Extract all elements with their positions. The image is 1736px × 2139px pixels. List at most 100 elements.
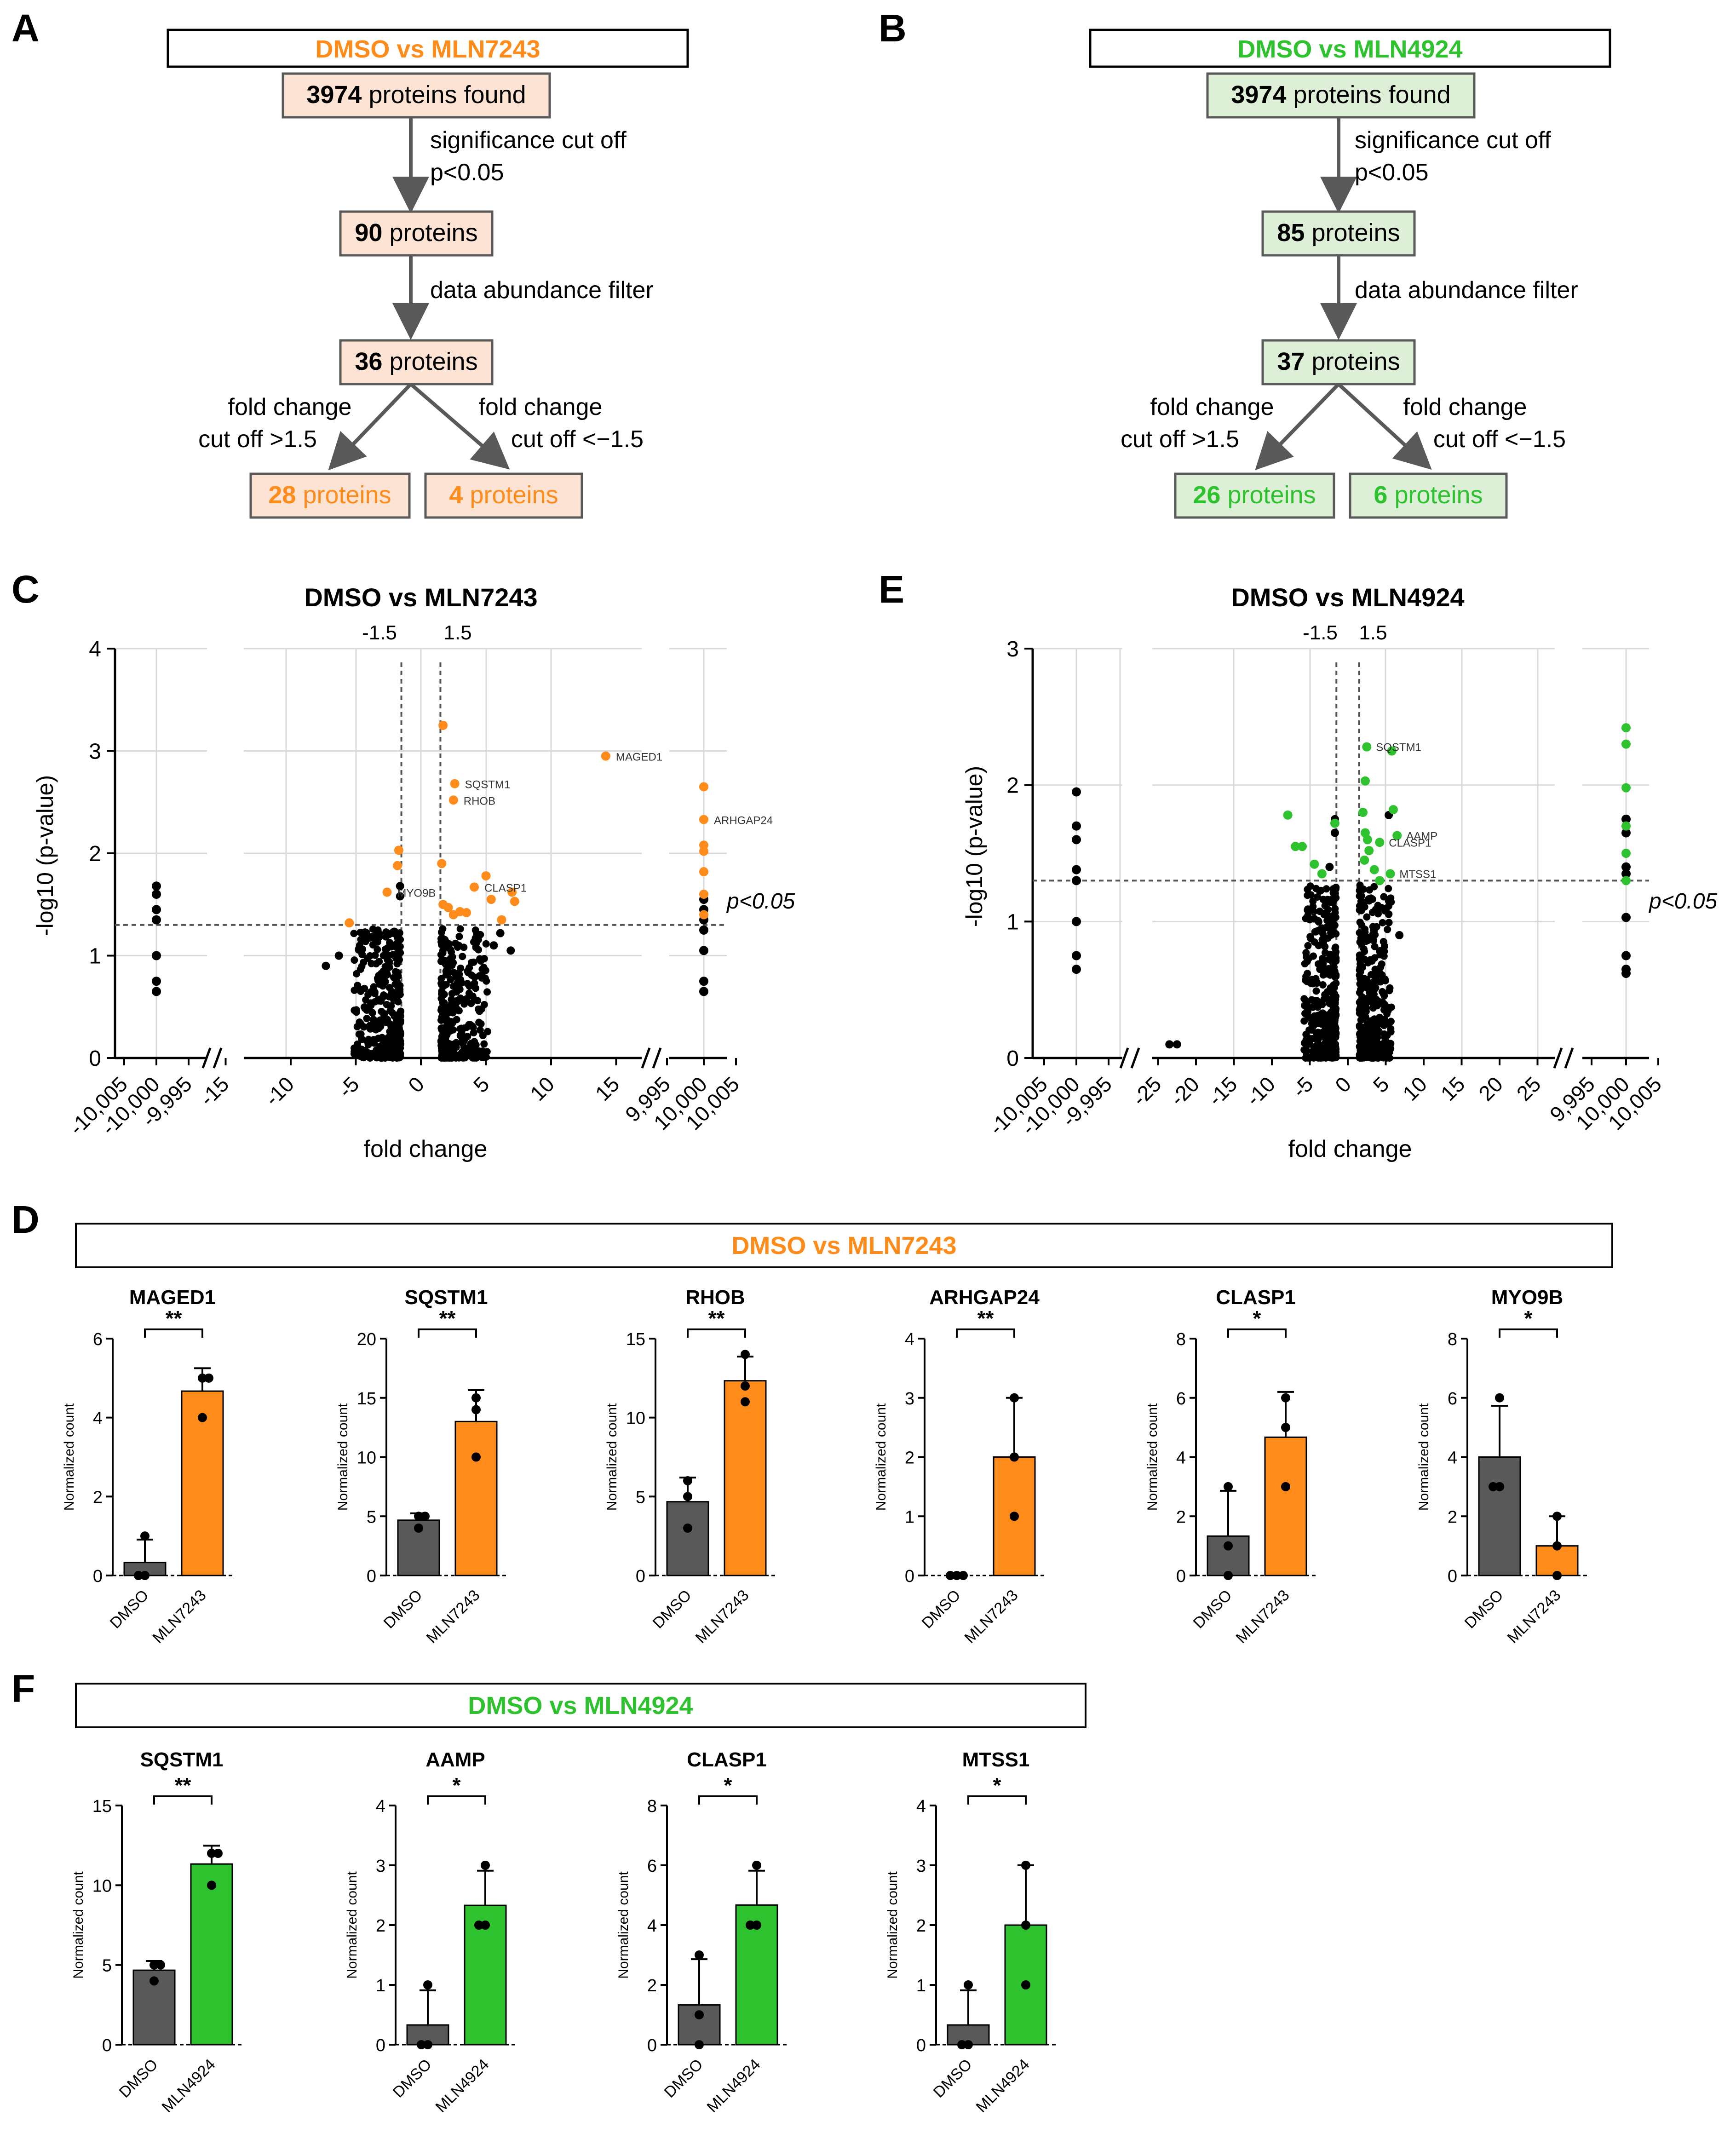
data-point [1363,913,1371,921]
y-tick-label: 0 [367,1567,376,1586]
data-point [1376,978,1384,986]
flow-b-up-num: 26 [1193,481,1220,509]
data-point [1368,933,1375,941]
data-point [1300,995,1308,1003]
gene-title: MTSS1 [962,1748,1030,1771]
flow-a-found-text: 3974 proteins found [306,81,526,109]
data-point [1331,908,1339,916]
significance-stars: * [453,1773,461,1797]
replicate-point [1495,1482,1504,1491]
y-axis-label: Normalized count [1145,1403,1160,1511]
replicate-point [414,1524,423,1533]
category-label: MLN4924 [973,2056,1033,2116]
data-point [1356,999,1363,1006]
data-point [358,1035,366,1043]
data-point [456,925,464,933]
data-point [358,962,366,970]
data-point [1072,821,1081,831]
data-point [1621,821,1631,831]
data-point [439,1044,447,1052]
data-point [358,951,366,959]
data-point [452,1054,460,1062]
data-point [1319,930,1327,938]
flow-a-down-label: proteins [463,481,558,509]
volcano-e-title: DMSO vs MLN4924 [1231,583,1464,612]
replicate-point [198,1413,207,1422]
data-point [334,951,343,960]
data-point [1291,842,1300,851]
bar-treated [454,1420,498,1576]
data-point [1371,1040,1379,1047]
data-point [1378,904,1385,912]
flow-a-n2-label: proteins [382,219,477,247]
replicate-point [1224,1571,1233,1580]
data-point [1357,885,1364,893]
data-point [480,964,488,972]
replicate-point [746,1920,755,1930]
gene-title: MAGED1 [129,1286,216,1309]
x-tick-label: -15 [195,1072,234,1110]
y-tick-label: 10 [626,1409,645,1428]
data-point [368,932,376,940]
bar-treated [724,1380,767,1576]
category-label: MLN7243 [149,1587,210,1647]
x-tick-label: -10 [1241,1072,1280,1110]
flow-a-down-text: 4 proteins [449,481,558,509]
data-point [1330,828,1339,837]
y-tick-label: 0 [376,2036,385,2055]
data-point [1313,997,1321,1005]
data-point [358,1052,366,1060]
data-point [395,1043,402,1051]
x-tick-label: 10 [525,1072,559,1105]
data-point [1308,1020,1316,1028]
data-point [483,988,491,996]
category-label: DMSO [107,1587,152,1632]
y-axis-label: Normalized count [62,1403,77,1511]
data-point [1072,865,1081,874]
point-label: MAGED1 [616,751,662,764]
flow-a-right-label-2: cut off <−1.5 [511,426,644,453]
category-label: DMSO [930,2056,976,2101]
data-point [1360,1010,1368,1018]
replicate-point [471,1393,481,1403]
flow-a-arrow-right [409,382,510,470]
replicate-point [957,2040,966,2049]
flow-b-up-box [1174,472,1335,519]
data-point [1314,1003,1322,1011]
data-point [1356,966,1363,974]
replicate-point [1495,1393,1504,1403]
y-tick-label: 3 [905,1389,914,1409]
data-point [699,946,708,955]
data-point [699,977,708,986]
flow-b-arrow-left [1255,383,1340,471]
data-point [1307,935,1315,943]
axis-break [1119,1047,1129,1069]
data-point [1365,997,1373,1005]
data-point [1306,882,1314,890]
y-tick-label: 3 [89,740,101,764]
data-point [464,980,471,988]
data-point [1373,972,1380,980]
data-point [355,945,362,953]
replicate-point [1281,1423,1290,1432]
flow-a-found-box [282,72,551,119]
data-point [386,1007,394,1015]
flow-a-n3-box [339,339,494,385]
flow-b-found-text: 3974 proteins found [1231,81,1450,109]
data-point [1324,906,1332,914]
y-tick-label: 8 [647,1797,657,1816]
x-tick-label: 20 [1474,1072,1507,1105]
axis-break [1553,1047,1563,1069]
data-point [374,946,381,954]
y-tick-label: 2 [1006,774,1019,798]
x-tick-label: -10 [260,1072,299,1110]
replicate-point [695,2010,704,2019]
flow-b-down-label: proteins [1387,481,1483,509]
data-point [1314,960,1322,968]
category-label: MLN4924 [432,2056,493,2116]
y-tick-label: 1 [89,944,101,969]
data-point [1072,787,1081,797]
replicate-point [959,1571,968,1580]
data-point [380,1052,388,1060]
